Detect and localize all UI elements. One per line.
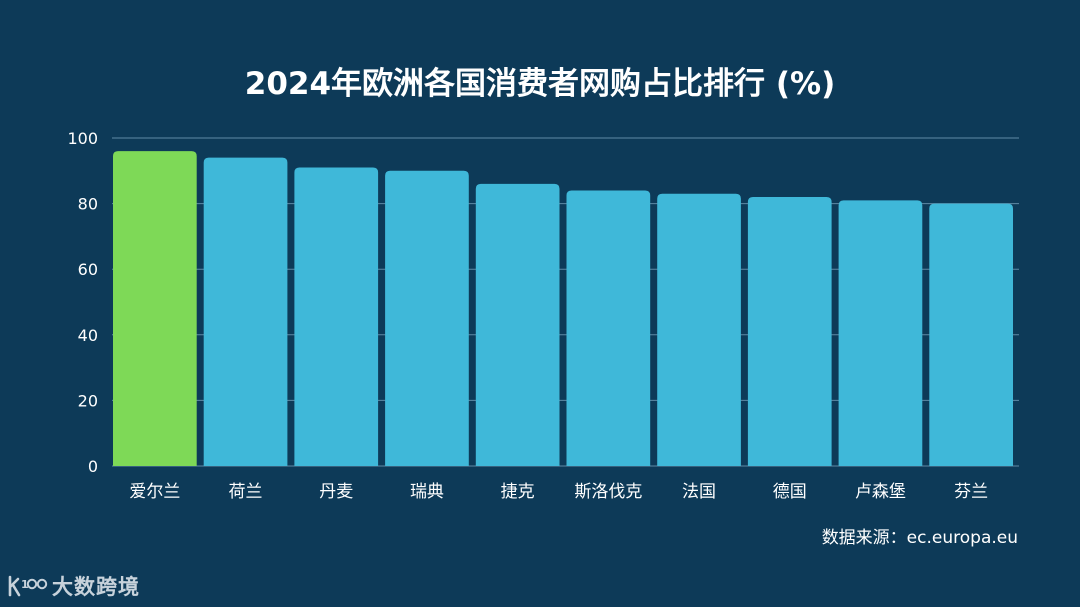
bar-7 bbox=[657, 193, 741, 466]
x-tick-label: 荷兰 bbox=[229, 482, 263, 502]
x-tick-label: 芬兰 bbox=[954, 482, 988, 502]
bar-9 bbox=[838, 200, 923, 466]
y-tick-label: 20 bbox=[78, 391, 98, 410]
x-tick-label: 卢森堡 bbox=[855, 482, 906, 502]
x-tick-label: 瑞典 bbox=[410, 482, 444, 502]
bar-2 bbox=[203, 157, 288, 466]
x-tick-label: 捷克 bbox=[501, 482, 535, 502]
source-note: 数据来源：ec.europa.eu bbox=[821, 528, 1018, 548]
bar-3 bbox=[294, 167, 379, 466]
bar-5 bbox=[475, 183, 560, 467]
x-tick-label: 法国 bbox=[682, 482, 716, 502]
y-tick-label: 40 bbox=[78, 326, 98, 345]
y-tick-label: 60 bbox=[78, 260, 98, 279]
svg-text:1: 1 bbox=[21, 578, 29, 591]
y-tick-label: 0 bbox=[88, 457, 98, 476]
chart-title: 2024年欧洲各国消费者网购占比排行 (%) bbox=[244, 66, 836, 102]
x-tick-label: 丹麦 bbox=[319, 482, 353, 502]
y-tick-label: 100 bbox=[67, 129, 98, 148]
x-tick-label: 斯洛伐克 bbox=[574, 482, 642, 502]
bar-8 bbox=[747, 197, 832, 467]
logo-text: 大数跨境 bbox=[52, 575, 140, 599]
x-tick-label: 爱尔兰 bbox=[129, 482, 180, 502]
bar-10 bbox=[929, 203, 1013, 466]
bar-6 bbox=[566, 190, 651, 467]
k100-logo-icon: 1 bbox=[8, 575, 48, 597]
brand-logo: 1 大数跨境 bbox=[6, 571, 140, 601]
bar-4 bbox=[385, 170, 469, 467]
y-tick-label: 80 bbox=[78, 195, 98, 214]
x-tick-label: 德国 bbox=[773, 482, 807, 502]
bar-1 bbox=[113, 151, 197, 466]
